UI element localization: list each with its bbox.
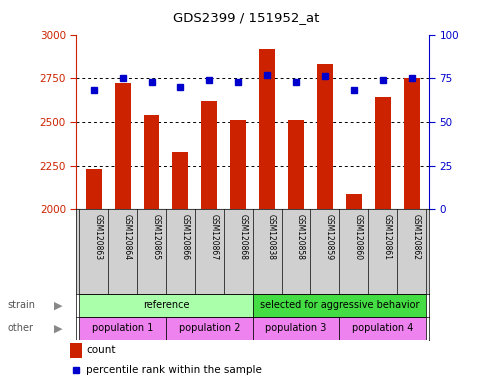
Text: population 2: population 2 bbox=[178, 323, 240, 333]
Text: population 3: population 3 bbox=[265, 323, 327, 333]
Bar bbox=[230, 120, 246, 209]
Text: GSM120860: GSM120860 bbox=[354, 214, 363, 260]
Bar bbox=[346, 194, 362, 209]
Text: ▶: ▶ bbox=[54, 300, 63, 310]
Bar bbox=[317, 64, 333, 209]
Text: GSM120838: GSM120838 bbox=[267, 214, 276, 260]
Bar bbox=[166, 317, 253, 340]
Text: population 1: population 1 bbox=[92, 323, 153, 333]
Bar bbox=[173, 152, 188, 209]
Bar bbox=[86, 169, 102, 209]
Text: strain: strain bbox=[7, 300, 35, 310]
Text: ▶: ▶ bbox=[54, 323, 63, 333]
Bar bbox=[201, 101, 217, 209]
Bar bbox=[288, 120, 304, 209]
Text: selected for aggressive behavior: selected for aggressive behavior bbox=[260, 300, 419, 310]
Text: GSM120861: GSM120861 bbox=[383, 214, 391, 260]
Bar bbox=[79, 294, 253, 317]
Text: GSM120864: GSM120864 bbox=[123, 214, 132, 260]
Text: GSM120867: GSM120867 bbox=[210, 214, 218, 260]
Text: GSM120865: GSM120865 bbox=[151, 214, 161, 260]
Bar bbox=[79, 317, 166, 340]
Bar bbox=[115, 83, 131, 209]
Bar bbox=[253, 317, 339, 340]
Text: percentile rank within the sample: percentile rank within the sample bbox=[86, 365, 262, 375]
Text: population 4: population 4 bbox=[352, 323, 413, 333]
Text: GDS2399 / 151952_at: GDS2399 / 151952_at bbox=[174, 11, 319, 24]
Text: count: count bbox=[86, 345, 116, 355]
Text: GSM120858: GSM120858 bbox=[296, 214, 305, 260]
Bar bbox=[143, 115, 159, 209]
Bar bbox=[70, 343, 82, 358]
Text: reference: reference bbox=[143, 300, 189, 310]
Text: GSM120868: GSM120868 bbox=[238, 214, 247, 260]
Text: GSM120862: GSM120862 bbox=[412, 214, 421, 260]
Bar bbox=[339, 317, 426, 340]
Text: other: other bbox=[7, 323, 34, 333]
Bar bbox=[253, 294, 426, 317]
Text: GSM120866: GSM120866 bbox=[180, 214, 189, 260]
Bar bbox=[404, 78, 420, 209]
Bar bbox=[259, 48, 275, 209]
Text: GSM120859: GSM120859 bbox=[325, 214, 334, 260]
Bar bbox=[375, 98, 390, 209]
Text: GSM120863: GSM120863 bbox=[94, 214, 103, 260]
